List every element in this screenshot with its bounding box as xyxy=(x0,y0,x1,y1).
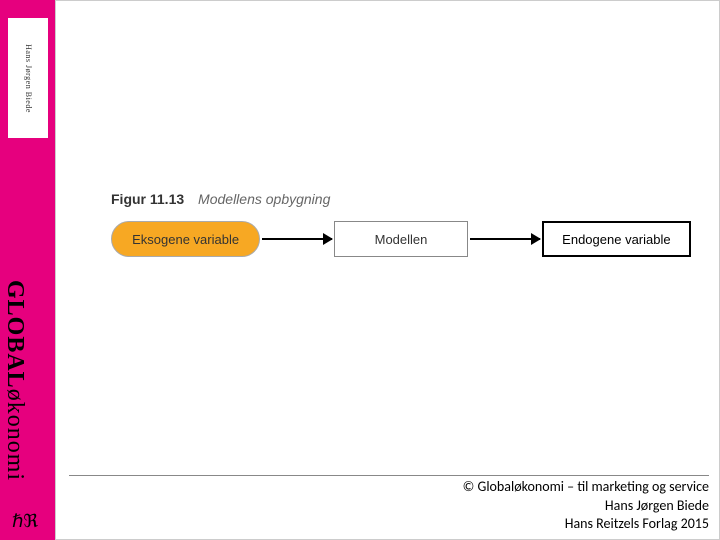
figure: Figur 11.13 Modellens opbygning Eksogene… xyxy=(111,191,691,257)
arrow-2 xyxy=(470,238,540,240)
footer-line2: Hans Jørgen Biede xyxy=(69,497,709,515)
footer-line3: Hans Reitzels Forlag 2015 xyxy=(69,515,709,533)
publisher-logo: ℏℜ xyxy=(12,511,38,532)
sidebar-author-box: Hans Jørgen Biede xyxy=(8,18,48,138)
sidebar-title-rest: økonomi xyxy=(2,389,28,481)
flowchart: Eksogene variable Modellen Endogene vari… xyxy=(111,221,691,257)
figure-title: Modellens opbygning xyxy=(198,191,330,207)
node-endogenous: Endogene variable xyxy=(542,221,691,257)
footer: © Globaløkonomi – til marketing og servi… xyxy=(69,475,709,533)
node-model: Modellen xyxy=(334,221,468,257)
content-area: Figur 11.13 Modellens opbygning Eksogene… xyxy=(55,0,720,540)
figure-caption: Figur 11.13 Modellens opbygning xyxy=(111,191,691,207)
sidebar-author: Hans Jørgen Biede xyxy=(24,44,33,113)
node-exogenous: Eksogene variable xyxy=(111,221,260,257)
sidebar-title-bold: GLOBAL xyxy=(2,280,28,389)
figure-number: Figur 11.13 xyxy=(111,191,184,207)
sidebar: Hans Jørgen Biede GLOBALøkonomi ℏℜ xyxy=(0,0,55,540)
footer-line1: © Globaløkonomi – til marketing og servi… xyxy=(69,478,709,496)
sidebar-title: GLOBALøkonomi xyxy=(1,280,28,481)
arrow-1 xyxy=(262,238,332,240)
